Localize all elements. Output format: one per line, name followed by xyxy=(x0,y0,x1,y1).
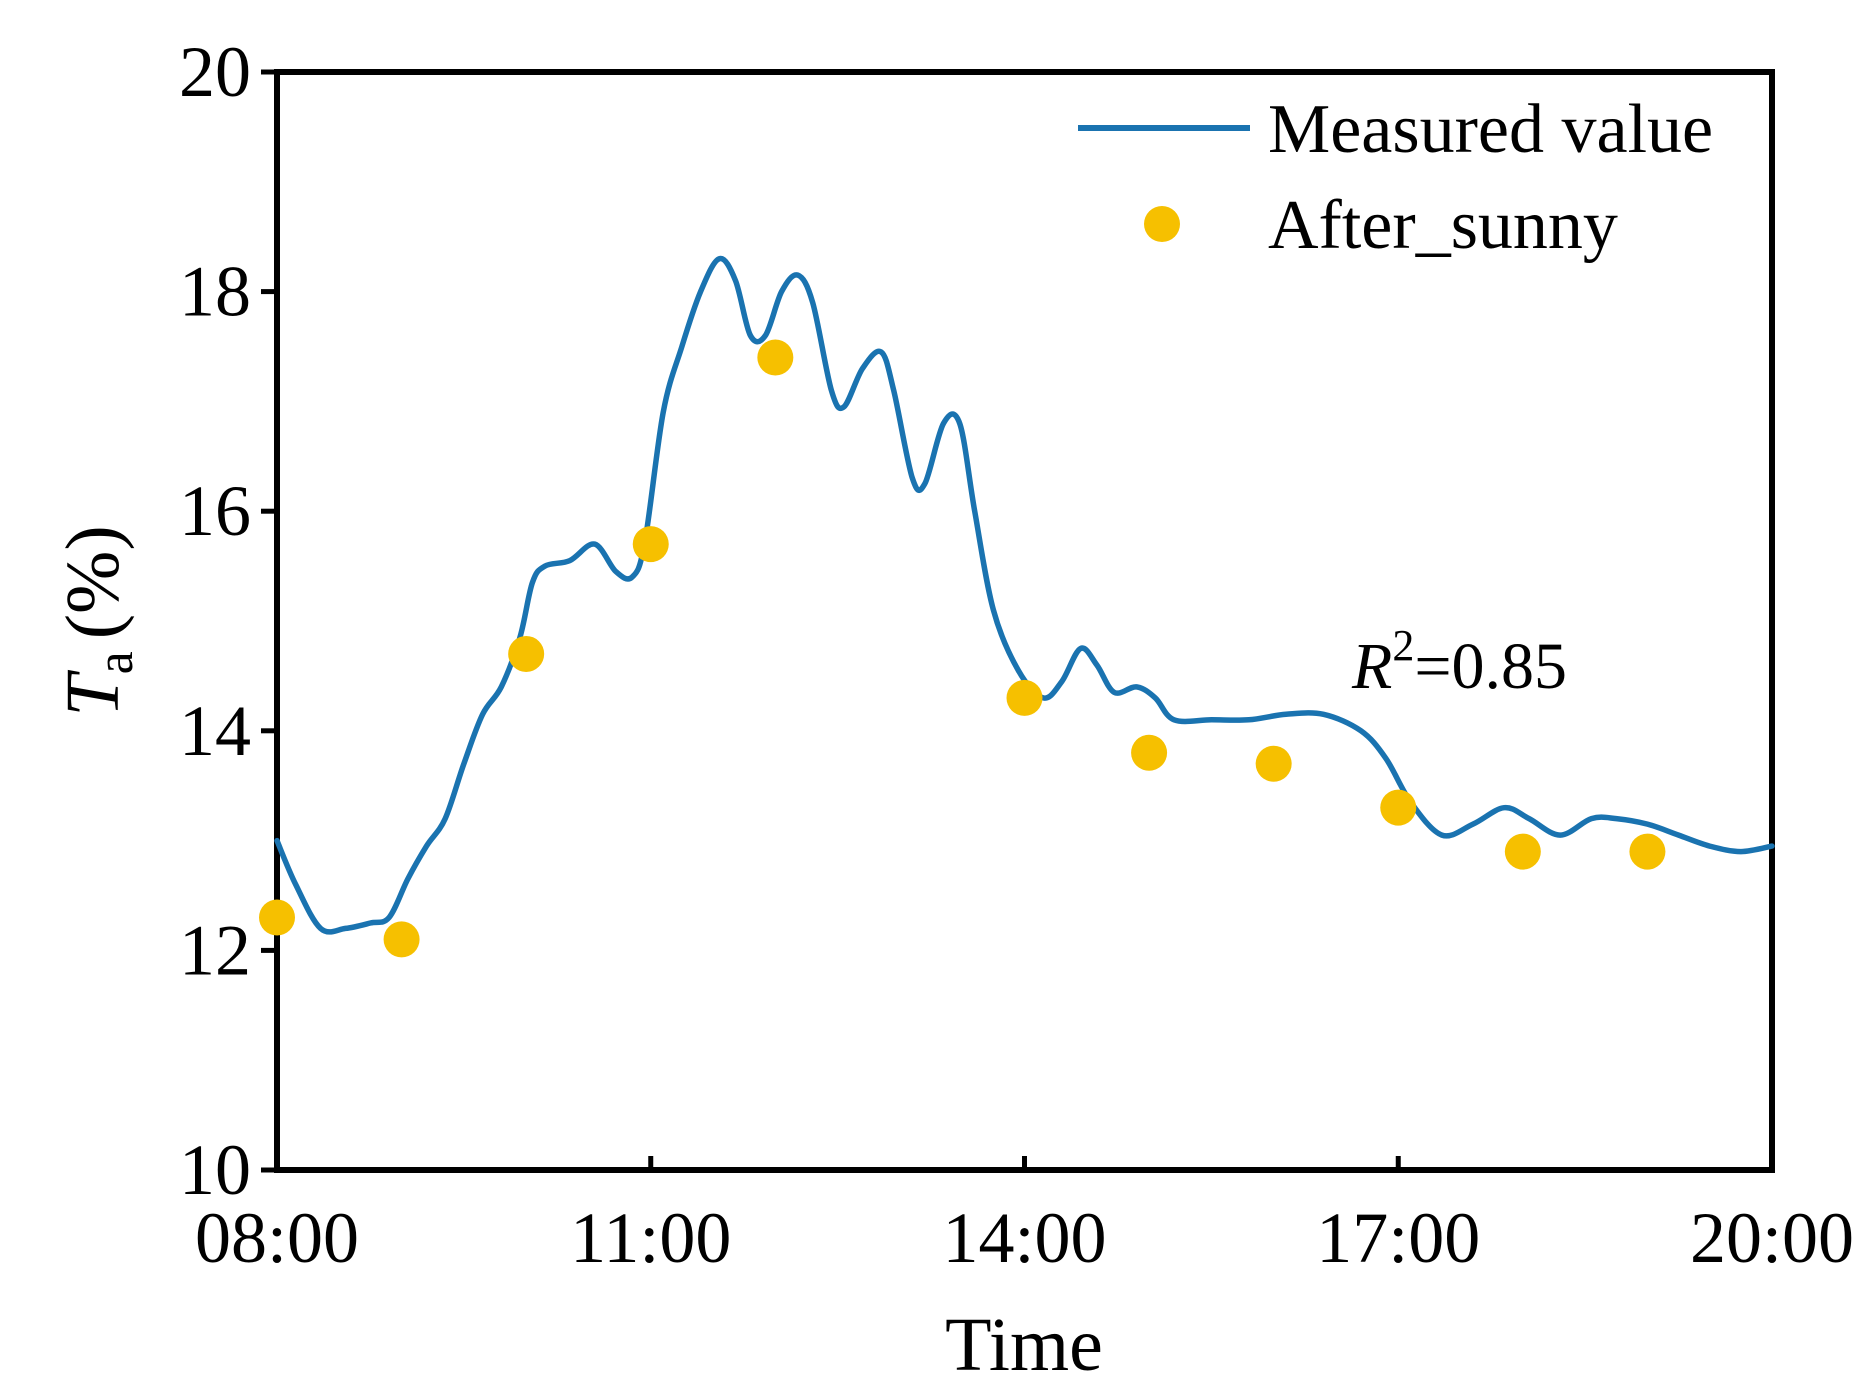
after-sunny-point xyxy=(1131,734,1168,771)
x-tick-label: 17:00 xyxy=(1316,1198,1480,1278)
after-sunny-points xyxy=(259,339,1666,958)
legend-label-after-sunny: After_sunny xyxy=(1268,187,1618,264)
after-sunny-point xyxy=(383,921,420,958)
y-tick-label: 18 xyxy=(179,252,251,332)
x-tick-label: 20:00 xyxy=(1690,1198,1854,1278)
after-sunny-point xyxy=(259,899,295,936)
y-tick-label: 16 xyxy=(179,471,251,551)
after-sunny-point xyxy=(1380,789,1417,826)
x-tick-labels: 08:00 11:00 14:00 17:00 20:00 xyxy=(195,1198,1854,1278)
after-sunny-point xyxy=(1504,833,1541,870)
y-tick-label: 14 xyxy=(179,691,251,771)
after-sunny-point xyxy=(1629,833,1666,870)
after-sunny-point xyxy=(757,339,794,376)
y-axis-title-unit: (%) xyxy=(51,525,135,639)
x-tick-label: 11:00 xyxy=(570,1198,731,1278)
y-axis-title: Ta (%) xyxy=(51,525,144,716)
y-tick-labels: 10 12 14 16 18 20 xyxy=(179,32,251,1210)
x-axis-title: Time xyxy=(945,1303,1103,1387)
y-tick-label: 20 xyxy=(179,32,251,112)
y-tick-label: 12 xyxy=(179,910,251,990)
after-sunny-point xyxy=(508,635,545,672)
after-sunny-point xyxy=(1006,679,1043,716)
svg-text:Ta(%): Ta (%) xyxy=(51,525,144,716)
x-tick-label: 08:00 xyxy=(195,1198,359,1278)
legend-label-measured: Measured value xyxy=(1268,91,1713,168)
y-tick-label: 10 xyxy=(179,1130,251,1210)
y-axis-title-symbol: T xyxy=(51,670,135,717)
y-axis-title-subscript: a xyxy=(87,651,144,674)
measured-value-line xyxy=(274,255,1775,935)
tick-marks xyxy=(261,69,1775,1173)
legend-swatch-after-sunny xyxy=(1144,206,1180,242)
after-sunny-point xyxy=(632,526,669,563)
r-squared-annotation: R2=0.85 xyxy=(1351,621,1567,703)
x-tick-label: 14:00 xyxy=(942,1198,1106,1278)
after-sunny-point xyxy=(1255,745,1292,782)
legend: Measured value After_sunny xyxy=(1078,91,1713,264)
